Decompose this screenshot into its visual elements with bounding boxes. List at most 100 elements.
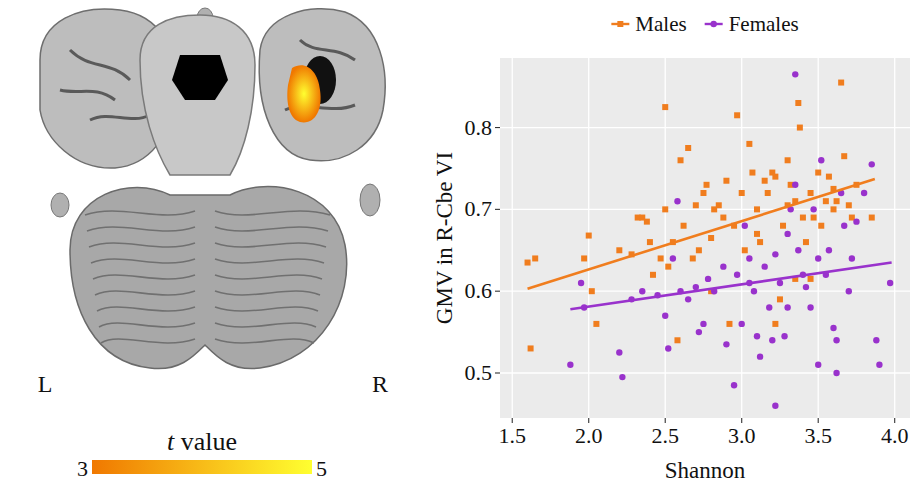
point [876,362,882,368]
point [639,288,645,294]
folium [215,307,318,311]
point [762,178,768,184]
point [705,276,711,282]
legend: Males Females [611,12,798,36]
point [751,288,757,294]
point [833,370,839,376]
x-tick-label: 2.5 [651,423,679,448]
point [772,174,778,180]
point [693,284,699,290]
point [807,304,813,310]
point [693,202,699,208]
colorbar [92,460,312,474]
point [685,296,691,302]
point [619,374,625,380]
point [665,264,671,270]
legend-label: Males [635,12,686,36]
point [800,215,806,221]
folium [215,243,326,247]
folium [215,211,330,215]
colorbar-tick [312,460,313,474]
point [578,280,584,286]
legend-item: Females [705,12,799,36]
point [742,247,748,253]
point [823,198,829,204]
point [757,239,763,245]
point [754,231,760,237]
grid-line [500,372,910,373]
point [769,337,775,343]
y-tick-label: 0.7 [465,196,493,221]
folium [215,291,320,295]
point [662,206,668,212]
point [754,333,760,339]
colorbar-title: t value [167,427,237,456]
point [723,178,729,184]
point [704,182,710,188]
point [795,247,801,253]
point [742,223,748,229]
point [887,280,893,286]
point [658,255,664,261]
grid-line [741,58,742,418]
point [784,231,790,237]
fit-line [570,263,891,310]
folium [85,211,195,215]
point [696,247,702,253]
legend-item: Males [611,12,686,36]
point [586,233,592,239]
y-tick [495,291,500,292]
x-tick-label: 3.5 [804,423,832,448]
point [772,403,778,409]
folium [97,307,195,311]
point [757,353,763,359]
colorbar-tick [92,460,93,474]
pons [140,15,255,175]
point [815,362,821,368]
grid-line [665,58,666,418]
hemisphere-label: R [372,371,388,397]
figure: LRt value351.52.02.53.03.54.00.50.60.70.… [0,0,919,490]
point [749,170,755,176]
point [780,223,786,229]
sulci [60,50,150,120]
point [525,260,531,266]
grid-line [894,58,895,418]
point [834,198,840,204]
point [772,321,778,327]
point [708,235,714,241]
point [849,255,855,261]
folium [215,323,316,327]
point [696,329,702,335]
point [772,251,778,257]
point [665,345,671,351]
point [815,255,821,261]
point [746,141,752,147]
x-tick-label: 4.0 [881,423,909,448]
point [674,337,680,343]
point [674,198,680,204]
x-axis-title: Shannon [665,458,746,483]
fragment [51,193,69,217]
point [853,218,859,224]
cerebellum [70,187,347,369]
folium [93,275,195,279]
point [739,190,745,196]
point [831,206,837,212]
point [670,255,676,261]
point [803,284,809,290]
y-tick-label: 0.6 [465,278,493,303]
point [734,272,740,278]
point [616,349,622,355]
activation-cluster [287,65,320,122]
point [690,255,696,261]
point [811,215,817,221]
point [869,161,875,167]
point [685,145,691,151]
point [739,321,745,327]
point [785,157,791,163]
point [808,190,814,196]
x-tick-label: 3.0 [728,423,756,448]
point [700,321,706,327]
point [781,333,787,339]
